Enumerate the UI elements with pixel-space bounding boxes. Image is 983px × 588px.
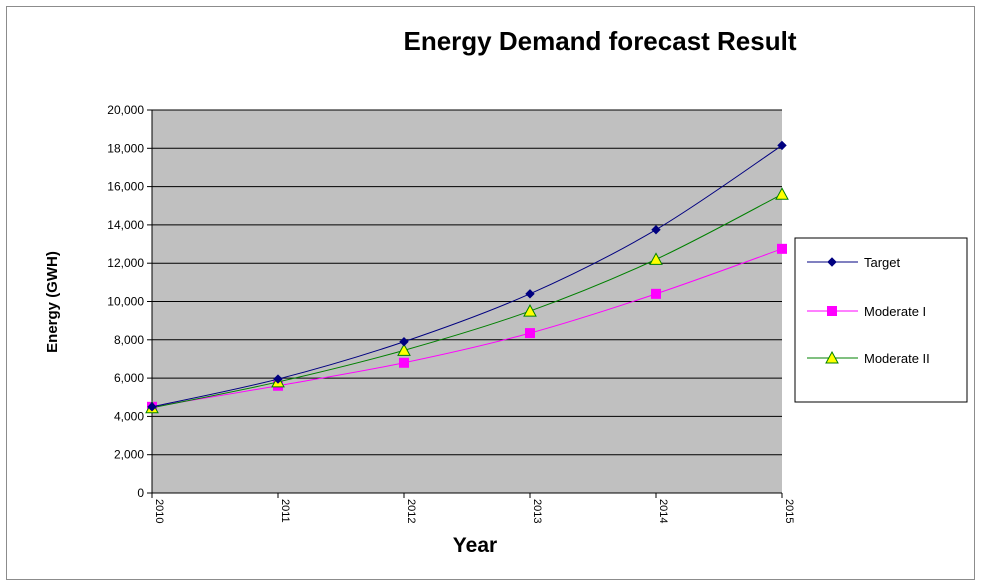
x-tick-label: 2015 — [783, 499, 795, 523]
x-axis: 2010 2011 2012 2013 2014 2015 — [151, 492, 795, 523]
y-tick-label: 12,000 — [107, 256, 144, 270]
x-tick-label: 2012 — [405, 499, 417, 523]
y-tick-label: 20,000 — [107, 103, 144, 117]
legend-label-moderate-ii: Moderate II — [864, 351, 930, 366]
x-axis-title: Year — [453, 534, 497, 557]
data-point-moderate-ii — [775, 187, 789, 200]
legend-marker-target — [827, 257, 837, 267]
data-point-target — [777, 140, 787, 151]
y-tick-label: 10,000 — [107, 295, 144, 309]
data-point-moderate-ii — [523, 304, 537, 317]
legend-box — [794, 237, 968, 403]
data-point-target — [399, 337, 409, 347]
data-point-moderate-i — [399, 357, 409, 368]
data-point-moderate-i — [525, 328, 535, 339]
y-axis-title: Energy (GWH) — [44, 251, 61, 353]
gridlines — [152, 109, 782, 456]
legend-marker-moderate-ii — [825, 350, 839, 364]
x-tick-label: 2010 — [153, 499, 165, 523]
data-point-moderate-ii — [649, 252, 663, 265]
legend: Target Moderate I Moderate II — [794, 237, 968, 403]
series-line-target — [151, 145, 783, 408]
x-tick-label: 2011 — [279, 499, 291, 523]
y-tick-label: 0 — [137, 486, 144, 500]
legend-label-target: Target — [864, 255, 901, 270]
y-tick-label: 4,000 — [114, 409, 144, 423]
y-tick-label: 2,000 — [114, 448, 144, 462]
y-tick-label: 14,000 — [107, 218, 144, 232]
series-line-moderate-ii — [151, 193, 783, 409]
y-tick-label: 16,000 — [107, 180, 144, 194]
legend-marker-moderate-i — [827, 306, 837, 316]
y-axis: 0 2,000 4,000 6,000 8,000 10,000 12,000 14,000 1… — [107, 103, 153, 500]
x-tick-label: 2014 — [657, 499, 669, 523]
data-point-target — [273, 374, 283, 384]
series-layer — [145, 140, 789, 414]
y-tick-label: 6,000 — [114, 371, 144, 385]
data-point-target — [525, 289, 535, 299]
x-tick-label: 2013 — [531, 499, 543, 523]
y-tick-label: 8,000 — [114, 333, 144, 347]
series-line-moderate-i — [151, 248, 783, 408]
data-point-target — [147, 402, 157, 412]
legend-label-moderate-i: Moderate I — [864, 304, 926, 319]
chart-title: Energy Demand forecast Result — [403, 26, 796, 56]
data-point-moderate-i — [777, 243, 787, 254]
data-point-moderate-ii — [397, 343, 411, 356]
data-point-target — [651, 224, 661, 235]
data-point-moderate-i — [651, 288, 661, 299]
y-tick-label: 18,000 — [107, 141, 144, 155]
